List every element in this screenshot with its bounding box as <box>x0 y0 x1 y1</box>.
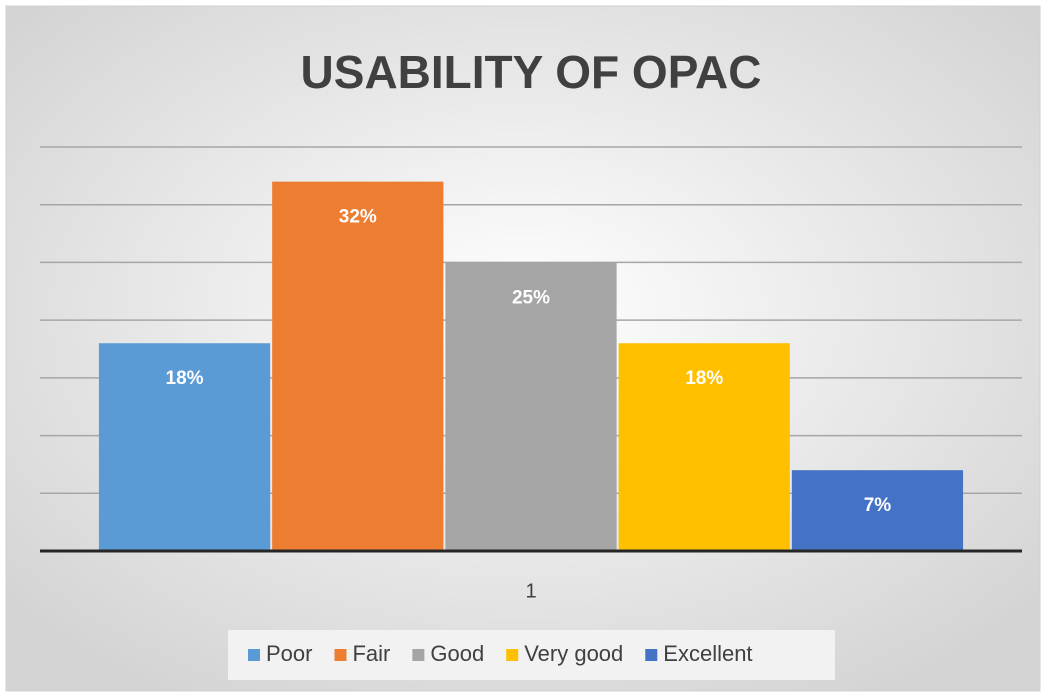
legend-box <box>228 630 835 680</box>
legend-swatch <box>334 649 347 661</box>
legend-swatch <box>645 649 658 661</box>
x-tick-label: 1 <box>525 580 536 602</box>
bar <box>98 343 271 551</box>
bar <box>445 262 617 551</box>
bar <box>618 343 790 551</box>
chart-title: USABILITY OF OPAC <box>301 46 762 98</box>
legend-swatch <box>506 649 519 661</box>
data-label: 7% <box>864 495 892 516</box>
legend-label: Good <box>430 641 484 666</box>
data-label: 18% <box>685 368 723 389</box>
legend-label: Poor <box>266 641 312 666</box>
data-label: 25% <box>512 287 550 308</box>
legend-label: Fair <box>352 641 390 666</box>
data-label: 32% <box>339 207 377 228</box>
legend-label: Excellent <box>663 641 752 666</box>
legend-swatch <box>412 649 425 661</box>
bar <box>272 181 444 551</box>
legend-swatch <box>248 649 260 661</box>
data-label: 18% <box>166 368 204 389</box>
bar <box>791 470 964 551</box>
legend-label: Very good <box>524 641 623 666</box>
